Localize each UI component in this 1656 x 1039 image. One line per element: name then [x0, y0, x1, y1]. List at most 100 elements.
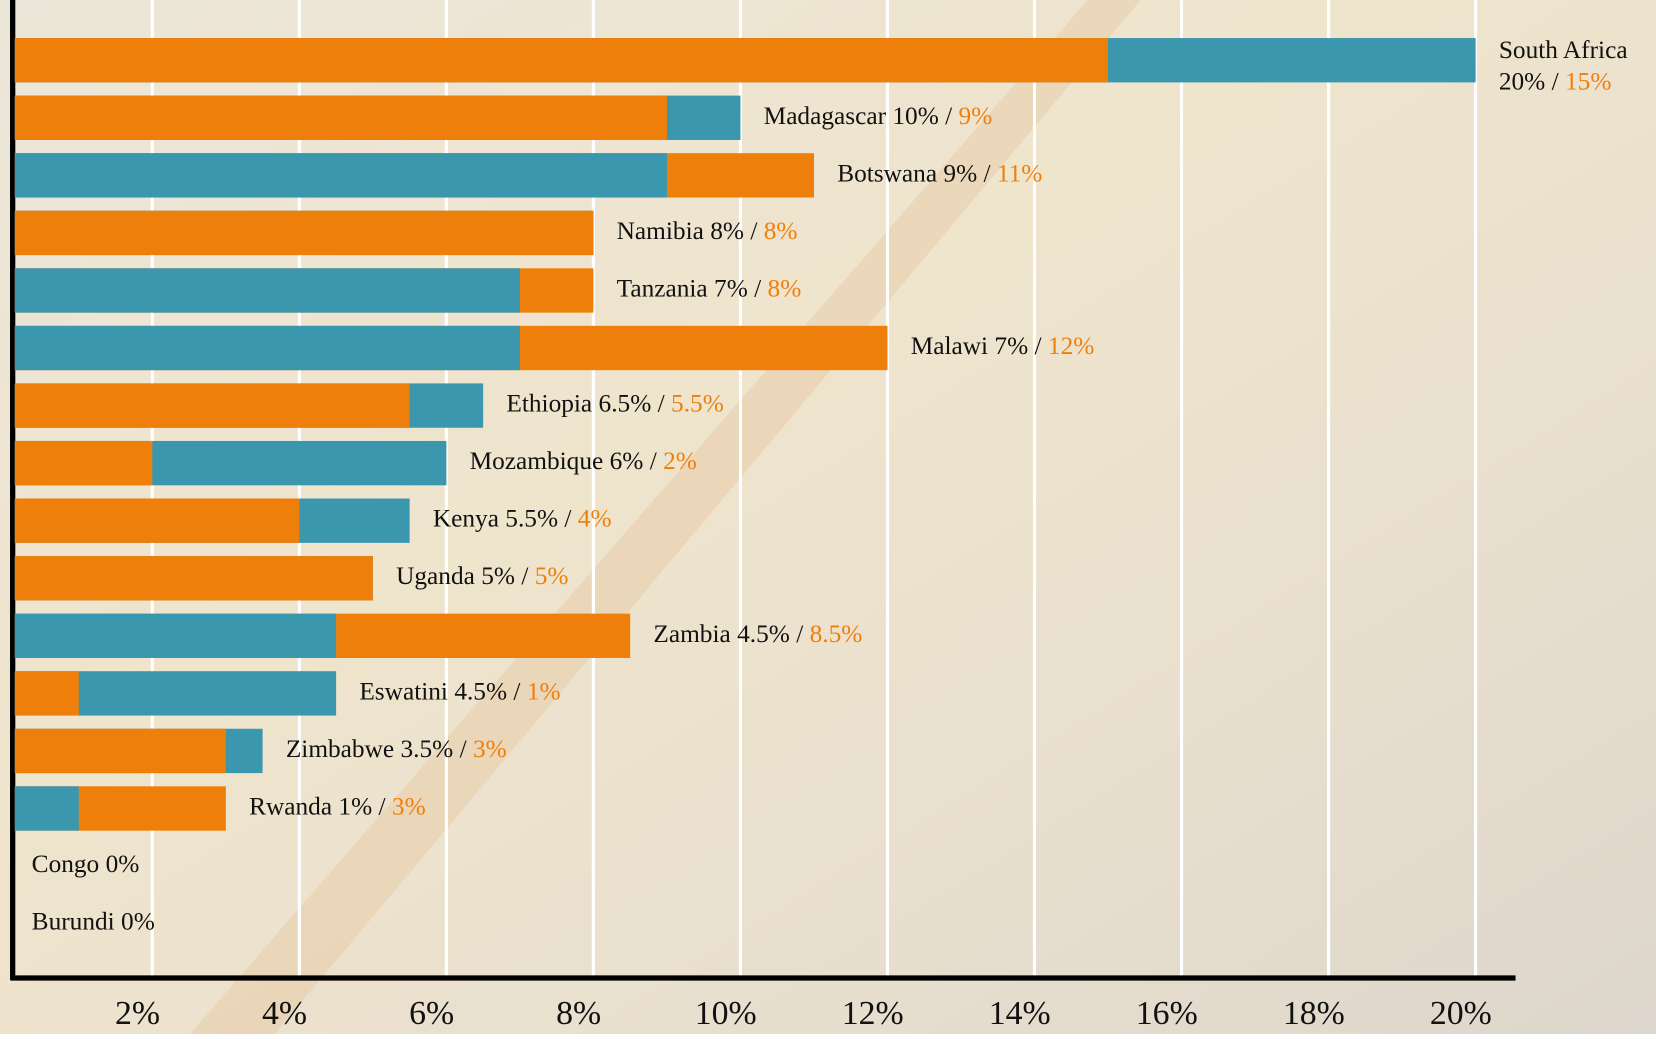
- label-part: Congo: [32, 850, 100, 878]
- label-part: Burundi: [32, 907, 115, 935]
- x-tick-label: 6%: [409, 995, 454, 1032]
- label-part: /: [754, 274, 762, 302]
- x-tick-label: 4%: [262, 995, 307, 1032]
- bar-label: Zimbabwe 3.5% / 3%: [286, 735, 507, 763]
- label-part: /: [513, 677, 521, 705]
- label-part: 7%: [714, 274, 748, 302]
- label-part: 8.5%: [810, 620, 863, 648]
- bar: [15, 96, 667, 140]
- label-part: Tanzania: [617, 274, 708, 302]
- bar-label: Botswana 9% / 11%: [837, 159, 1042, 187]
- x-tick-label: 20%: [1430, 995, 1492, 1032]
- label-part: /: [796, 620, 804, 648]
- label-part: Botswana: [837, 159, 937, 187]
- label-part: 4.5%: [454, 677, 507, 705]
- label-part: 9%: [943, 159, 977, 187]
- label-part: /: [460, 735, 468, 763]
- label-part: Zimbabwe: [286, 735, 394, 763]
- x-tick-label: 12%: [842, 995, 904, 1032]
- label-part: 8%: [710, 217, 744, 245]
- bar: [15, 268, 520, 312]
- label-part: 11%: [997, 159, 1043, 187]
- label-part: /: [564, 505, 572, 533]
- label-part: /: [945, 102, 953, 130]
- label-part: Madagascar: [764, 102, 887, 130]
- bar: [15, 326, 520, 370]
- x-tick-label: 18%: [1283, 995, 1345, 1032]
- label-part: 8%: [768, 274, 802, 302]
- bar-label: Rwanda 1% / 3%: [249, 792, 426, 820]
- label-part: 4%: [578, 505, 612, 533]
- label-part: 3.5%: [400, 735, 453, 763]
- label-part: /: [984, 159, 992, 187]
- label-part: /: [1035, 332, 1043, 360]
- bar: [15, 786, 79, 830]
- label-part: 1%: [527, 677, 561, 705]
- label-part: 9%: [959, 102, 993, 130]
- label-part: Eswatini: [359, 677, 448, 705]
- x-tick-label: 2%: [115, 995, 160, 1032]
- label-part: /: [650, 447, 658, 475]
- bar-label: Eswatini 4.5% / 1%: [359, 677, 560, 705]
- label-part: 20%: [1499, 67, 1545, 95]
- label-part: /: [658, 389, 666, 417]
- label-part: 10%: [892, 102, 938, 130]
- label-part: Namibia: [617, 217, 704, 245]
- bar: [15, 211, 594, 255]
- bar: [15, 499, 300, 543]
- bar: [15, 614, 336, 658]
- bar: [15, 441, 153, 485]
- label-part: 3%: [473, 735, 507, 763]
- x-tick-label: 8%: [556, 995, 601, 1032]
- label-part: 5.5%: [505, 505, 558, 533]
- bar-label: Mozambique 6% / 2%: [470, 447, 697, 475]
- bar: [15, 38, 1108, 82]
- label-part: /: [750, 217, 758, 245]
- x-tick-label: 14%: [989, 995, 1051, 1032]
- x-tick-label: 10%: [695, 995, 757, 1032]
- label-part: /: [521, 562, 529, 590]
- label-part: 4.5%: [737, 620, 790, 648]
- page: 2%4%6%8%10%12%14%16%18%20% South Africa …: [0, 0, 1656, 1034]
- bar-label: Congo 0%: [32, 850, 140, 878]
- label-part: 7%: [994, 332, 1028, 360]
- label-part: 3%: [392, 792, 426, 820]
- bar-label: Madagascar 10% / 9%: [764, 102, 993, 130]
- label-part: /: [379, 792, 387, 820]
- bar-label: Zambia 4.5% / 8.5%: [653, 620, 862, 648]
- bar-label: Kenya 5.5% / 4%: [433, 505, 612, 533]
- bar-label: Namibia 8% / 8%: [617, 217, 798, 245]
- bar-label: Ethiopia 6.5% / 5.5%: [506, 389, 723, 417]
- label-part: Malawi: [911, 332, 988, 360]
- label-part: 5%: [481, 562, 515, 590]
- bar: [15, 729, 226, 773]
- bar: [15, 383, 410, 427]
- label-part: 8%: [764, 217, 798, 245]
- chart: 2%4%6%8%10%12%14%16%18%20% South Africa …: [0, 0, 1656, 1034]
- label-part: 5.5%: [671, 389, 724, 417]
- label-part: 12%: [1048, 332, 1094, 360]
- label-part: 0%: [106, 850, 140, 878]
- label-part: 6.5%: [599, 389, 652, 417]
- label-part: /: [1552, 67, 1560, 95]
- label-part: Zambia: [653, 620, 730, 648]
- bar: [15, 153, 667, 197]
- bar-label: Tanzania 7% / 8%: [617, 274, 802, 302]
- bar-label: Malawi 7% / 12%: [911, 332, 1095, 360]
- label-part: 2%: [663, 447, 697, 475]
- label-part: 6%: [610, 447, 644, 475]
- label-part: 15%: [1565, 67, 1611, 95]
- bar: [15, 556, 373, 600]
- label-part: South Africa: [1499, 36, 1628, 64]
- bar-label: Burundi 0%: [32, 907, 155, 935]
- label-part: Mozambique: [470, 447, 604, 475]
- x-tick-label: 16%: [1136, 995, 1198, 1032]
- label-part: 0%: [121, 907, 155, 935]
- label-part: 1%: [338, 792, 372, 820]
- label-part: Uganda: [396, 562, 475, 590]
- label-part: Kenya: [433, 505, 499, 533]
- label-part: Ethiopia: [506, 389, 592, 417]
- label-part: 5%: [535, 562, 569, 590]
- bar-label: Uganda 5% / 5%: [396, 562, 568, 590]
- bar: [15, 671, 79, 715]
